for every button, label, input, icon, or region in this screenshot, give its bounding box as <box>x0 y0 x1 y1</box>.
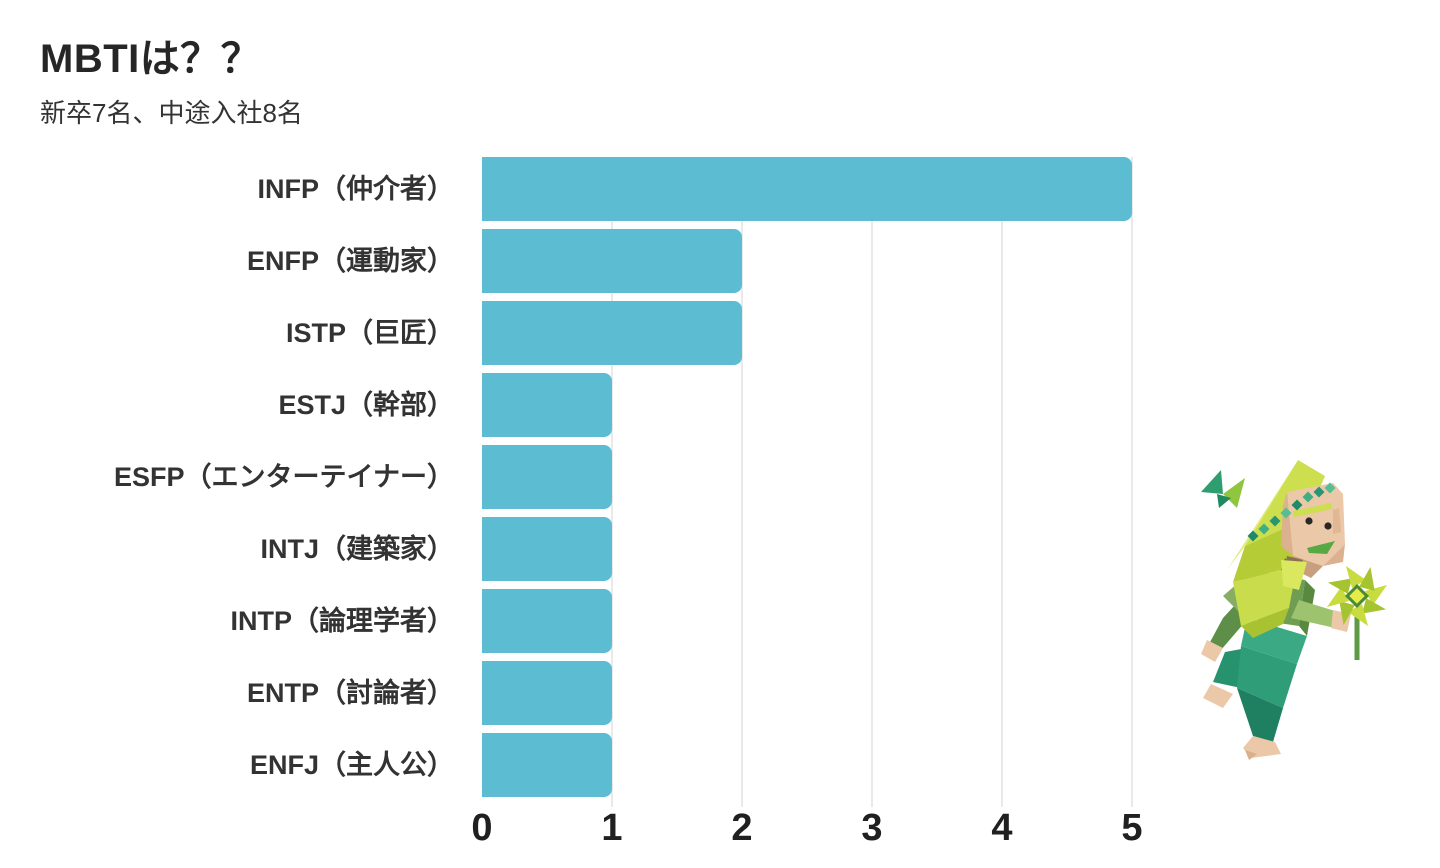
category-label: ENTP（討論者） <box>246 678 454 708</box>
page-title: MBTIは？？ <box>40 37 262 81</box>
chart-row: INTP（論理学者） <box>0 589 1440 653</box>
chart-row: ENFJ（主人公） <box>0 733 1440 797</box>
bar <box>482 517 612 581</box>
category-label: INTJ（建築家） <box>260 534 454 564</box>
category-label: ENFJ（主人公） <box>249 750 454 780</box>
bar-track <box>482 157 1132 221</box>
x-tick-label: 2 <box>731 807 753 849</box>
bar <box>482 301 742 365</box>
x-tick-label: 0 <box>471 807 493 849</box>
gridline <box>741 157 743 807</box>
bar-track <box>482 733 1132 797</box>
gridline <box>871 157 873 807</box>
character-face <box>1281 483 1345 590</box>
category-label: ESTJ（幹部） <box>278 390 454 420</box>
gridline <box>1001 157 1003 807</box>
bar <box>482 157 1132 221</box>
bar-track <box>482 301 1132 365</box>
character-legs <box>1203 618 1307 760</box>
page-subtitle: 新卒7名、中途入社8名 <box>40 98 303 128</box>
category-label: INFP（仲介者） <box>257 174 454 204</box>
x-tick-label: 5 <box>1121 807 1143 849</box>
chart-row: ISTP（巨匠） <box>0 301 1440 365</box>
bar-track <box>482 229 1132 293</box>
chart-row: ENFP（運動家） <box>0 229 1440 293</box>
x-tick-label: 4 <box>991 807 1013 849</box>
x-tick-label: 3 <box>861 807 883 849</box>
category-label: INTP（論理学者） <box>230 606 454 636</box>
x-axis: 0 1 2 3 4 5 <box>471 806 1142 854</box>
chart-gridlines <box>482 157 1134 807</box>
category-label: ESFP（エンターテイナー） <box>114 462 454 492</box>
bar-track <box>482 373 1132 437</box>
chart-row: INTJ（建築家） <box>0 517 1440 581</box>
bar <box>482 229 742 293</box>
origami-character-illustration <box>1201 460 1387 760</box>
butterfly-icon <box>1201 470 1245 508</box>
character-headband <box>1247 482 1336 542</box>
category-label: ENFP（運動家） <box>246 246 454 276</box>
chart-rows: INFP（仲介者） ENFP（運動家） ISTP（巨匠） ESTJ（幹部） ESFP（エ… <box>0 157 1440 805</box>
gridline <box>1131 157 1133 807</box>
bar <box>482 661 612 725</box>
bar <box>482 373 612 437</box>
category-label: ISTP（巨匠） <box>285 318 454 348</box>
bar-track <box>482 445 1132 509</box>
chart-row: ESTJ（幹部） <box>0 373 1440 437</box>
chart-row: ENTP（討論者） <box>0 661 1440 725</box>
chart-row: ESFP（エンターテイナー） <box>0 445 1440 509</box>
x-tick-label: 1 <box>601 807 623 849</box>
bar-track <box>482 517 1132 581</box>
bar-track <box>482 589 1132 653</box>
bar-track <box>482 661 1132 725</box>
bar <box>482 445 612 509</box>
bar <box>482 589 612 653</box>
gridline <box>611 157 613 807</box>
chart-row: INFP（仲介者） <box>0 157 1440 221</box>
bar <box>482 733 612 797</box>
pinwheel-flower-icon <box>1327 566 1387 660</box>
